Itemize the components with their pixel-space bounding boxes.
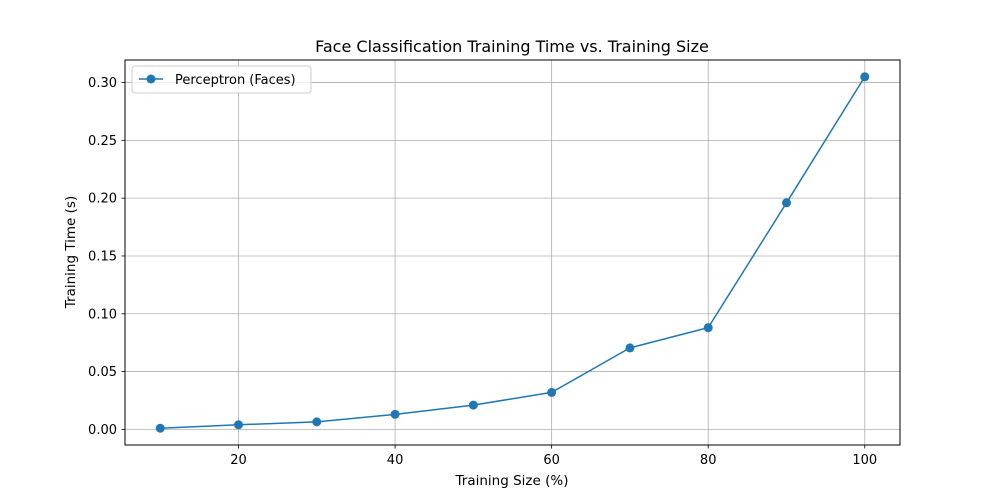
data-point <box>155 423 165 433</box>
x-tick-label: 60 <box>543 453 560 468</box>
x-axis-label: Training Size (%) <box>455 473 569 489</box>
x-tick-label: 100 <box>852 453 877 468</box>
data-point <box>860 72 870 82</box>
y-axis-ticks: 0.00 0.05 0.10 0.15 0.20 0.25 0.30 <box>88 76 125 438</box>
data-point <box>312 417 322 427</box>
x-tick-label: 20 <box>230 453 247 468</box>
y-axis-label: Training Time (s) <box>63 196 79 309</box>
y-tick-label: 0.20 <box>88 192 117 207</box>
legend-marker-swatch <box>146 74 156 84</box>
chart-title: Face Classification Training Time vs. Tr… <box>315 37 709 56</box>
grid-lines <box>125 60 900 445</box>
x-axis-ticks: 20 40 60 80 100 <box>230 445 877 468</box>
legend-label: Perceptron (Faces) <box>175 73 296 88</box>
x-tick-label: 40 <box>387 453 404 468</box>
series-line <box>160 76 866 429</box>
legend: Perceptron (Faces) <box>131 65 312 94</box>
data-point <box>703 323 713 333</box>
y-tick-label: 0.00 <box>88 423 117 438</box>
y-tick-label: 0.05 <box>88 365 117 380</box>
data-point <box>781 198 791 208</box>
y-tick-label: 0.15 <box>88 249 117 264</box>
y-tick-label: 0.25 <box>88 134 117 149</box>
legend-box <box>131 65 312 94</box>
x-tick-label: 80 <box>700 453 717 468</box>
data-point <box>390 409 400 419</box>
data-point <box>234 420 244 430</box>
plot-area-frame <box>124 59 901 446</box>
data-point <box>625 343 635 353</box>
y-tick-label: 0.30 <box>88 76 117 91</box>
data-series <box>155 72 870 433</box>
data-point <box>547 387 557 397</box>
y-tick-label: 0.10 <box>88 307 117 322</box>
data-point <box>468 400 478 410</box>
